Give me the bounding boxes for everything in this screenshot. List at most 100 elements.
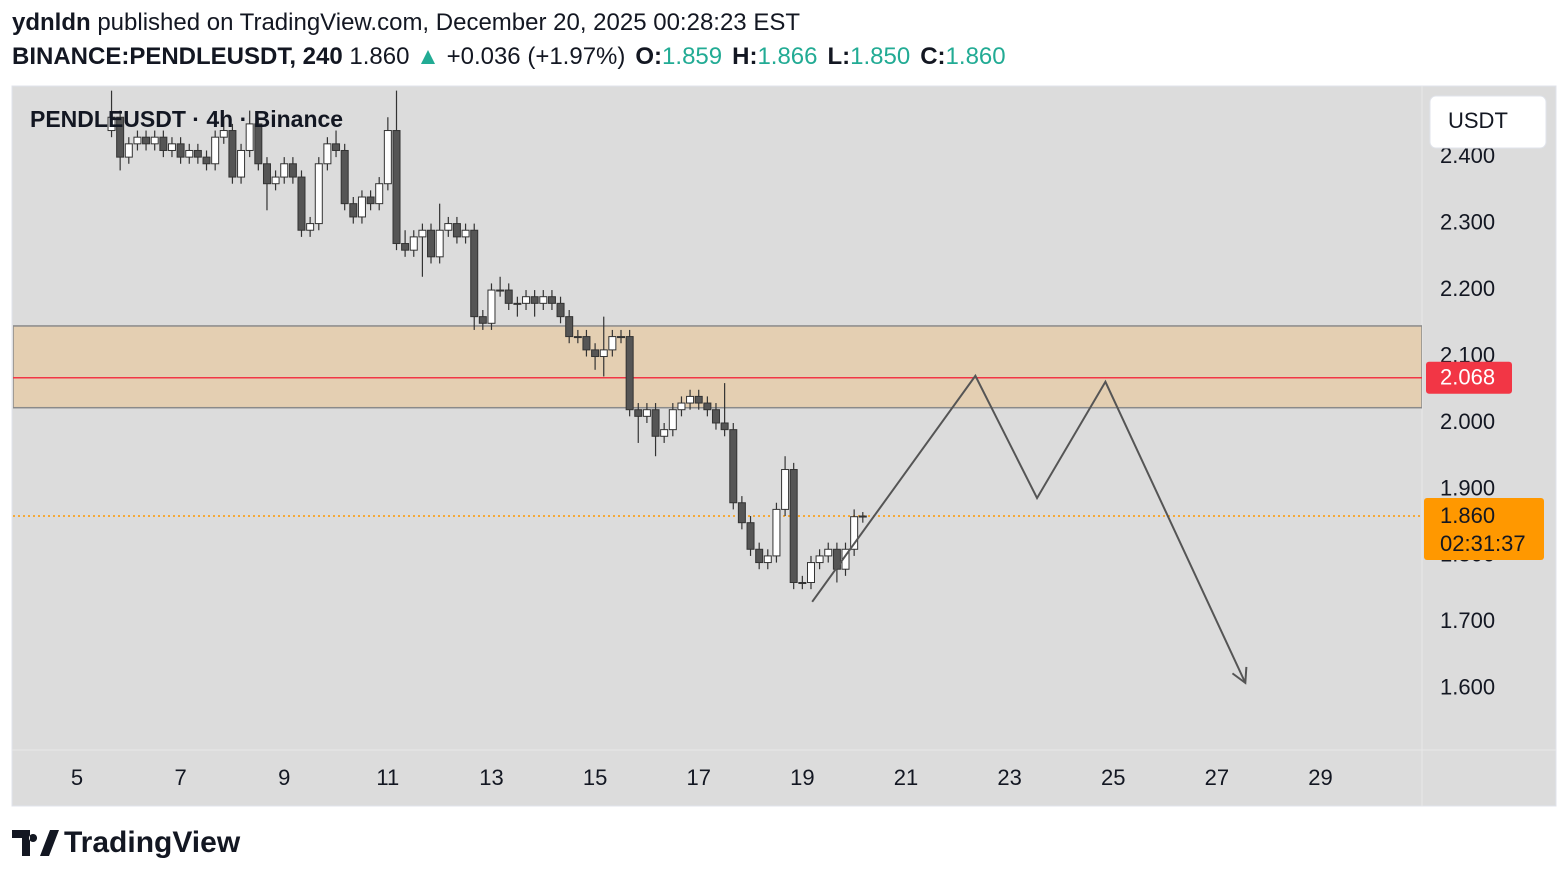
candle-body [694,395,703,404]
y-tick-label: 1.900 [1440,475,1495,500]
brand: TradingView [64,826,241,859]
symbol: BINANCE:PENDLEUSDT, 240 [12,43,343,70]
x-tick-label: 13 [479,765,503,790]
candle-body [591,349,600,358]
ohlc-label: H: [732,43,757,70]
candle-body [401,243,410,251]
candle-body [323,143,332,165]
candle-body [159,136,168,151]
ohlc-label: C: [920,43,945,70]
candle-body [504,289,513,304]
y-tick-label: 2.300 [1440,209,1495,234]
ohlc-label: L: [828,43,851,70]
candle-body [858,515,867,518]
ohlc-value: 1.860 [946,43,1006,70]
candle-body [116,116,125,158]
candle-body [444,223,453,231]
level-label-box [1426,361,1512,394]
candle-body [340,149,349,205]
candle-body [219,130,228,138]
plot [13,90,1422,685]
candle-body [608,336,617,351]
y-tick-label: 1.600 [1440,675,1495,700]
candle-body [824,548,833,557]
candle-body [539,296,548,304]
candle-body [625,336,634,411]
candle-body [185,149,194,158]
candle-body [806,562,815,584]
zone [13,325,1422,409]
candle-body [142,136,151,145]
x-tick-label: 21 [894,765,918,790]
x-tick-label: 15 [583,765,607,790]
candle-body [634,409,643,417]
chart-frame [11,85,1557,807]
level-label: 2.068 [1440,365,1495,390]
candle-body [530,296,539,304]
candle-body [288,163,297,178]
candle-body [522,296,531,304]
candle-body [375,183,384,205]
y-tick-label: 2.000 [1440,409,1495,434]
candle-body [703,402,712,411]
x-tick-label: 29 [1308,765,1332,790]
publish-line: ydnldn published on TradingView.com, Dec… [12,9,800,36]
candle-body [789,469,798,584]
candle-body [677,402,686,411]
candle-body [686,395,695,404]
x-tick-label: 25 [1101,765,1125,790]
candle-body [617,336,626,339]
candle-body [124,143,133,158]
logo: TradingView [12,826,241,859]
currency-label: USDT [1448,108,1508,133]
candle-body [547,296,556,304]
x-tick-label: 7 [174,765,186,790]
candle-body [737,502,746,524]
last-price: 1.860 [349,43,409,70]
currency-button[interactable]: USDT [1429,95,1547,149]
candle-body [746,522,755,550]
candle-body [781,469,790,510]
candle-body [383,130,392,185]
candle-body [772,508,781,557]
projection-path [811,373,1247,684]
x-tick-label: 23 [997,765,1021,790]
candle-body [271,176,280,185]
overlay: 579111315171921232527291.6001.7001.8001.… [30,95,1547,790]
candle-body [573,336,582,339]
logo-mark [12,830,59,856]
candle-body [513,302,522,305]
button-box [1429,95,1547,149]
candle-body [107,116,116,132]
ohlc-value: 1.859 [662,43,722,70]
x-tick-label: 27 [1205,765,1229,790]
candle-body [478,316,487,324]
candle-body [556,302,565,318]
candle-body [470,229,479,318]
candle-body [720,422,729,431]
candle-body [668,409,677,431]
candle-body [306,223,315,231]
candle-body [366,196,375,205]
candle-body [211,136,220,165]
ohlc-label: O: [635,43,662,70]
candle-body [133,136,142,145]
current-label-box [1424,498,1544,561]
current-label: 1.860 [1440,503,1495,528]
x-tick-label: 9 [278,765,290,790]
candle-body [262,163,271,185]
arrow-head [1231,666,1248,685]
candle-body [763,555,772,564]
candle-body [660,429,669,437]
x-tick-label: 19 [790,765,814,790]
candle-body [642,409,651,417]
candle-body [487,289,496,324]
change: +0.036 (+1.97%) [447,43,626,70]
candle-body [332,143,341,151]
candle-body [392,130,401,245]
x-tick-label: 11 [376,765,399,790]
candle-body [237,149,246,178]
symbol-line: BINANCE:PENDLEUSDT, 240 1.860 ▲ +0.036 (… [12,43,1006,70]
